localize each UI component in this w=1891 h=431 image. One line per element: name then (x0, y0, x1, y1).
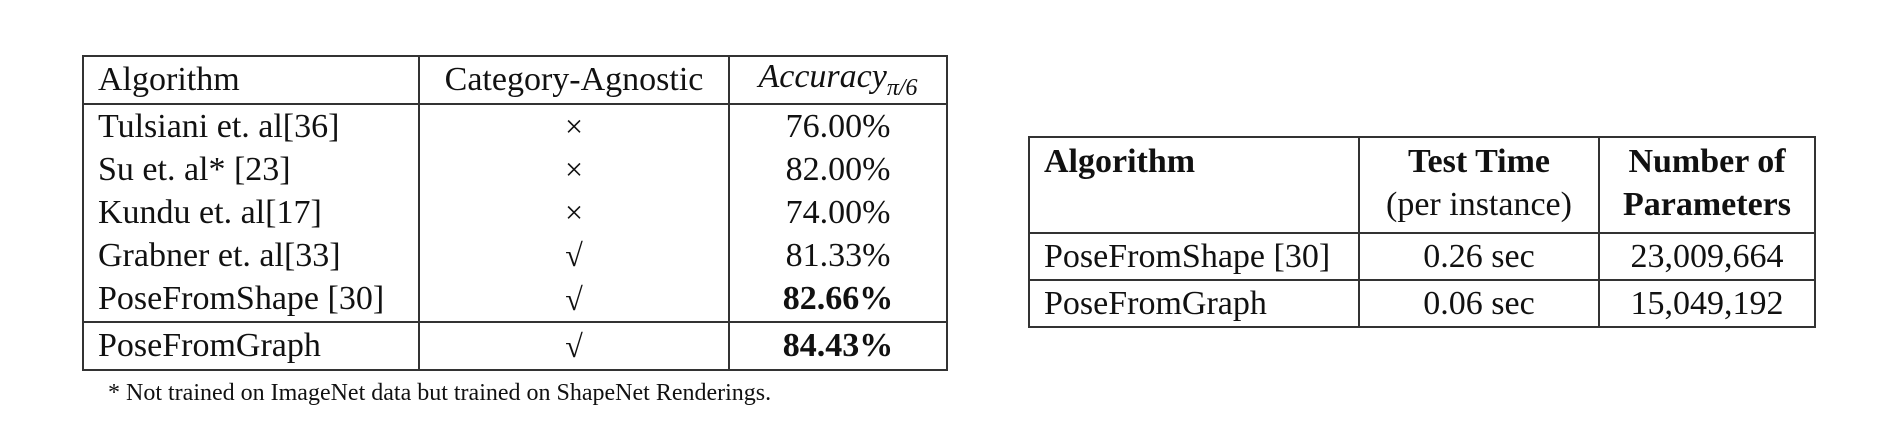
header-parameters-line2: Parameters (1622, 186, 1791, 223)
cell-algorithm: PoseFromShape [30] (82, 277, 420, 322)
cell-test-time: 0.06 sec (1358, 279, 1600, 328)
cell-accuracy: 74.00% (728, 191, 948, 234)
table-row: PoseFromGraph 0.06 sec 15,049,192 (1028, 279, 1816, 328)
cell-algorithm: PoseFromGraph (82, 321, 420, 371)
table-row: Su et. al* [23] × 82.00% (82, 148, 948, 191)
header-parameters: Number of Parameters (1598, 136, 1816, 234)
header-test-time-line1: Test Time (1407, 143, 1550, 180)
cell-parameters: 23,009,664 (1598, 232, 1816, 281)
header-accuracy-label: Accuracy (758, 58, 887, 96)
cell-algorithm: Grabner et. al[33] (82, 234, 420, 277)
cell-category-agnostic: √ (418, 277, 730, 322)
header-accuracy: Accuracyπ/6 (728, 55, 948, 105)
table-row: Kundu et. al[17] × 74.00% (82, 191, 948, 234)
table-row: PoseFromShape [30] √ 82.66% (82, 277, 948, 322)
cell-accuracy: 82.00% (728, 148, 948, 191)
table-row-proposed: PoseFromGraph √ 84.43% (82, 321, 948, 371)
cell-category-agnostic: × (418, 103, 730, 148)
cell-algorithm: PoseFromShape [30] (1028, 232, 1360, 281)
cell-accuracy: 76.00% (728, 103, 948, 148)
table-row: PoseFromShape [30] 0.26 sec 23,009,664 (1028, 232, 1816, 281)
header-test-time-line2: (per instance) (1386, 186, 1572, 223)
table-footnote: * Not trained on ImageNet data but train… (108, 380, 772, 406)
header-test-time: Test Time (per instance) (1358, 136, 1600, 234)
cell-test-time: 0.26 sec (1358, 232, 1600, 281)
cell-algorithm: Su et. al* [23] (82, 148, 420, 191)
cell-algorithm: Tulsiani et. al[36] (82, 103, 420, 148)
header-algorithm: Algorithm (82, 55, 420, 105)
cell-accuracy: 82.66% (728, 277, 948, 322)
runtime-comparison-table: Algorithm Test Time (per instance) Numbe… (1028, 136, 1816, 328)
accuracy-comparison-table: Algorithm Category-Agnostic Accuracyπ/6 … (82, 55, 948, 371)
table-header-row: Algorithm Test Time (per instance) Numbe… (1028, 136, 1816, 234)
cell-algorithm: PoseFromGraph (1028, 279, 1360, 328)
cell-accuracy: 84.43% (728, 321, 948, 371)
header-parameters-line1: Number of (1628, 143, 1786, 180)
cell-algorithm: Kundu et. al[17] (82, 191, 420, 234)
cell-category-agnostic: √ (418, 321, 730, 371)
table-header-row: Algorithm Category-Agnostic Accuracyπ/6 (82, 55, 948, 105)
cell-category-agnostic: × (418, 191, 730, 234)
table-row: Tulsiani et. al[36] × 76.00% (82, 103, 948, 148)
cell-parameters: 15,049,192 (1598, 279, 1816, 328)
cell-accuracy: 81.33% (728, 234, 948, 277)
header-accuracy-subscript: π/6 (886, 74, 918, 101)
table-row: Grabner et. al[33] √ 81.33% (82, 234, 948, 277)
header-category-agnostic: Category-Agnostic (418, 55, 730, 105)
header-algorithm: Algorithm (1028, 136, 1360, 234)
cell-category-agnostic: × (418, 148, 730, 191)
cell-category-agnostic: √ (418, 234, 730, 277)
